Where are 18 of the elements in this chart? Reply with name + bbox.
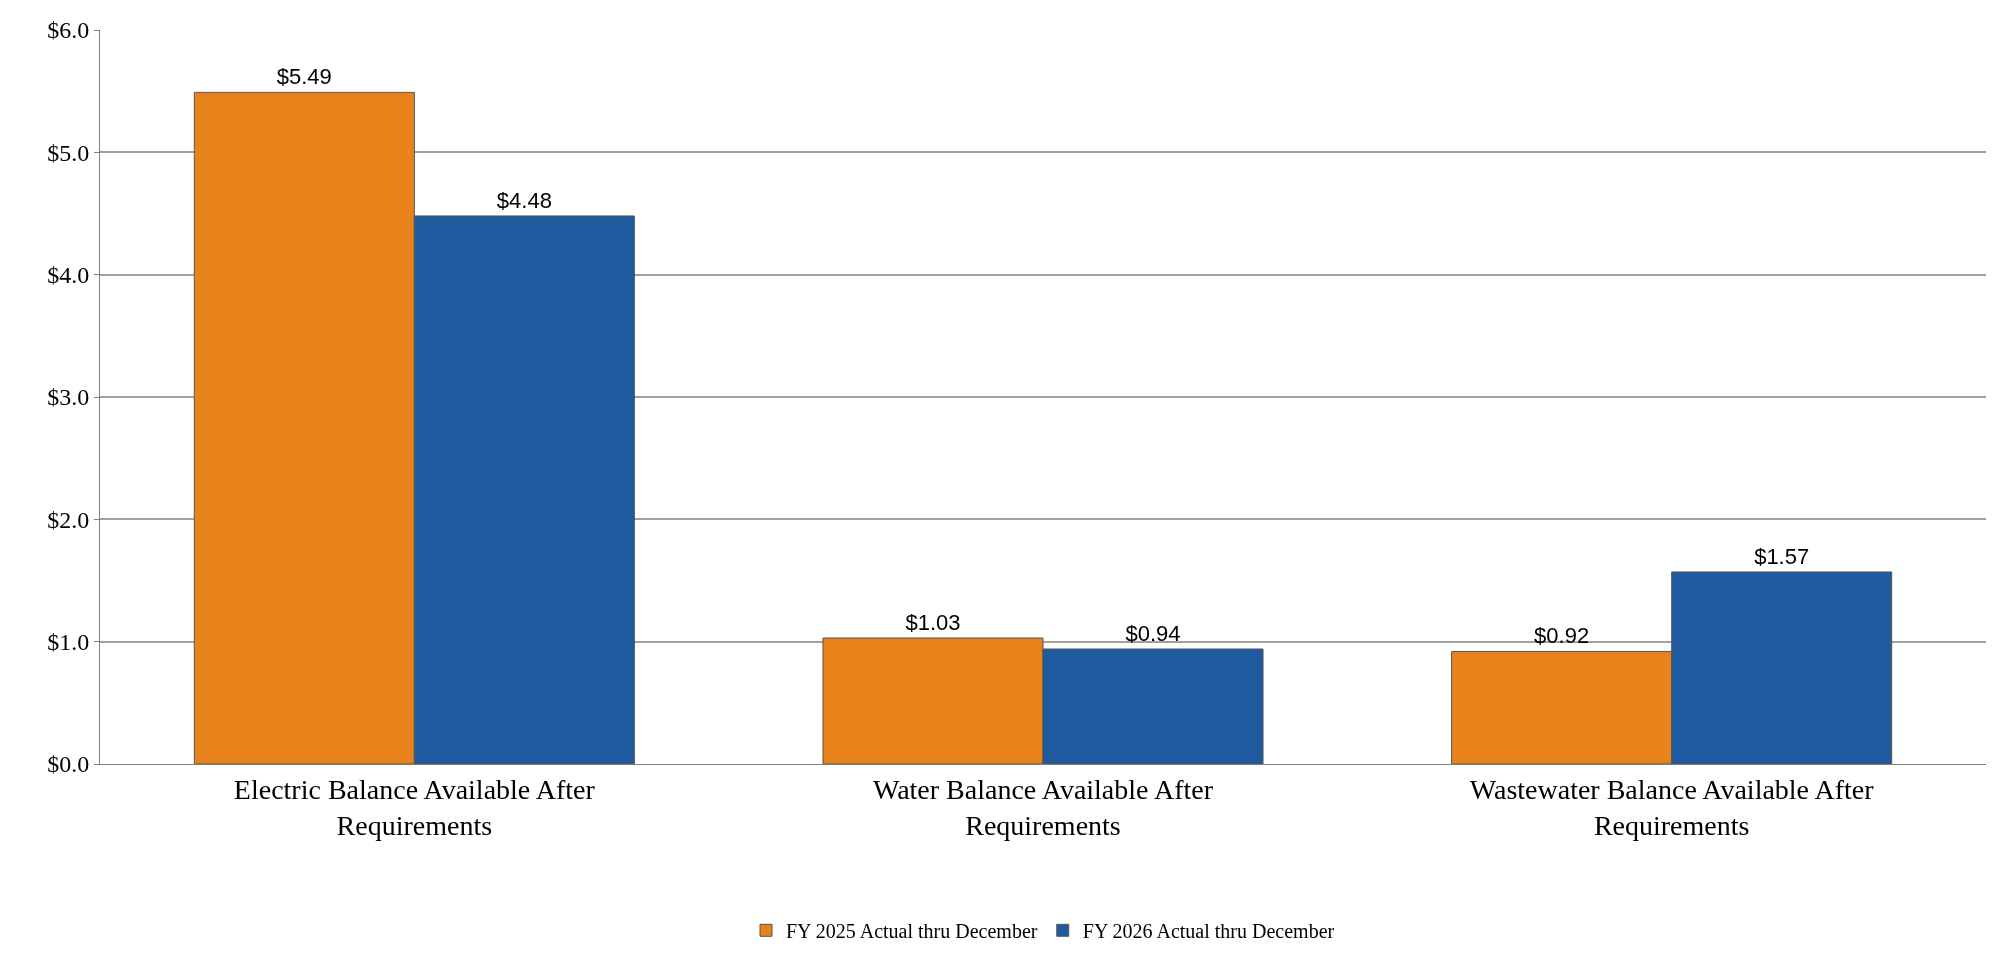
y-tick-label: $4.0 xyxy=(47,262,90,289)
data-label: $0.94 xyxy=(1125,621,1181,647)
x-tick-label: Water Balance Available After Requirements xyxy=(872,773,1214,841)
y-tick-label: $0.0 xyxy=(47,751,90,778)
y-tick-label: $5.0 xyxy=(47,139,90,166)
y-tick-label: $3.0 xyxy=(47,384,90,411)
legend-label: FY 2025 Actual thru December xyxy=(786,920,1038,943)
legend-label: FY 2026 Actual thru December xyxy=(1082,920,1335,943)
y-tick-label: $2.0 xyxy=(47,506,90,533)
y-tick-label: $1.0 xyxy=(47,629,90,656)
x-tick-label: Electric Balance Available After Requirements xyxy=(233,773,596,841)
data-label: $0.92 xyxy=(1534,623,1590,649)
data-label: $1.57 xyxy=(1754,543,1810,569)
data-label: $5.49 xyxy=(276,64,332,90)
data-label: $4.48 xyxy=(496,187,552,213)
data-label: $1.03 xyxy=(905,610,961,635)
y-tick-label: $6.0 xyxy=(47,17,90,44)
x-tick-label: Wastewater Balance Available After Requirements xyxy=(1469,773,1875,841)
